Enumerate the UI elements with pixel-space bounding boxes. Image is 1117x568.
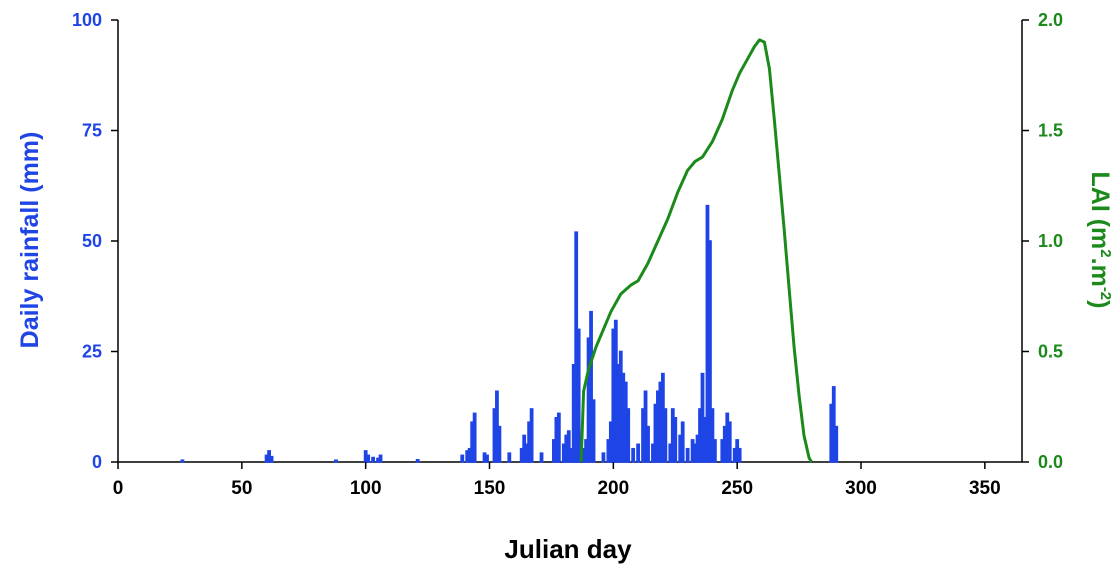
rainfall-bar	[831, 386, 836, 463]
y2-title-sup2: -2	[1097, 287, 1114, 300]
x-tick-label: 0	[113, 478, 124, 499]
rainfall-bar	[334, 459, 338, 463]
rainfall-bar	[737, 447, 742, 463]
rainfall-bar	[591, 399, 596, 463]
x-tick-label: 350	[969, 478, 1001, 499]
axes-frame	[117, 20, 1023, 463]
rainfall-bar	[727, 421, 732, 463]
rainfall-bar	[415, 458, 420, 463]
rainfall-bar	[680, 421, 685, 463]
x-tick-label: 200	[597, 478, 629, 499]
rainfall-bar	[712, 439, 717, 463]
x-tick-label: 150	[474, 478, 506, 499]
rainfall-bar	[673, 416, 678, 463]
rainfall-bar	[485, 454, 489, 463]
rainfall-bar	[507, 452, 512, 463]
rainfall-bar	[460, 454, 465, 463]
x-axis-title: Julian day	[504, 534, 632, 564]
y-tick-label: 75	[82, 121, 102, 141]
rainfall-bar	[626, 408, 631, 463]
y2-axis-title: LAI (m2.m-2)	[1086, 172, 1114, 309]
lai-line	[579, 38, 813, 463]
y2-title-main: LAI (m	[1086, 172, 1114, 250]
y2-tick-label: 0.0	[1038, 452, 1063, 472]
rainfall-bar	[497, 425, 502, 463]
rainfall-bar	[378, 454, 383, 463]
rainfall-bar	[566, 430, 571, 463]
y2-title-sup1: 2	[1097, 249, 1114, 257]
y2-tick-label: 1.5	[1038, 121, 1063, 141]
rainfall-bar	[663, 408, 668, 463]
rainfall-bar	[269, 455, 274, 463]
y-tick-label: 50	[82, 231, 102, 251]
x-tick-label: 50	[231, 478, 252, 499]
y-tick-label: 0	[92, 452, 102, 472]
rainfall-bar	[180, 459, 185, 463]
y2-tick-label: 2.0	[1038, 10, 1063, 30]
x-tick-label: 100	[350, 478, 382, 499]
rainfall-bar	[631, 447, 636, 463]
x-tick-label: 250	[721, 478, 753, 499]
x-tick-label: 300	[845, 478, 877, 499]
rainfall-bar	[601, 452, 606, 463]
y2-tick-label: 0.5	[1038, 342, 1063, 362]
y-tick-label: 100	[72, 10, 102, 30]
y2-tick-label: 1.0	[1038, 231, 1063, 251]
rainfall-bar	[708, 240, 712, 463]
lai-line-group	[579, 38, 813, 463]
rainfall-bar	[589, 310, 593, 463]
rainfall-bar	[371, 456, 376, 463]
rainfall-bar	[834, 425, 839, 463]
rainfall-bar	[710, 408, 715, 463]
y-tick-label: 25	[82, 342, 102, 362]
rainfall-bar	[646, 425, 650, 463]
rainfall-bar	[576, 328, 581, 463]
y2-title-mid: .m	[1086, 258, 1114, 287]
rainfall-bars	[180, 204, 839, 463]
y-axis-title: Daily rainfall (mm)	[16, 132, 44, 349]
rainfall-bar	[636, 443, 641, 463]
rainfall-bar	[685, 447, 690, 463]
rainfall-bar	[472, 412, 477, 463]
rainfall-bar	[539, 452, 544, 463]
rainfall-bar	[556, 412, 561, 463]
rainfall-bar	[366, 454, 371, 463]
tick-labels: 0 50 100 150 200 250 300 350 0 25 50 75 100 0.0 0.5 1.0…	[72, 10, 1063, 499]
y2-title-end: )	[1086, 300, 1114, 308]
rainfall-bar	[529, 408, 534, 463]
